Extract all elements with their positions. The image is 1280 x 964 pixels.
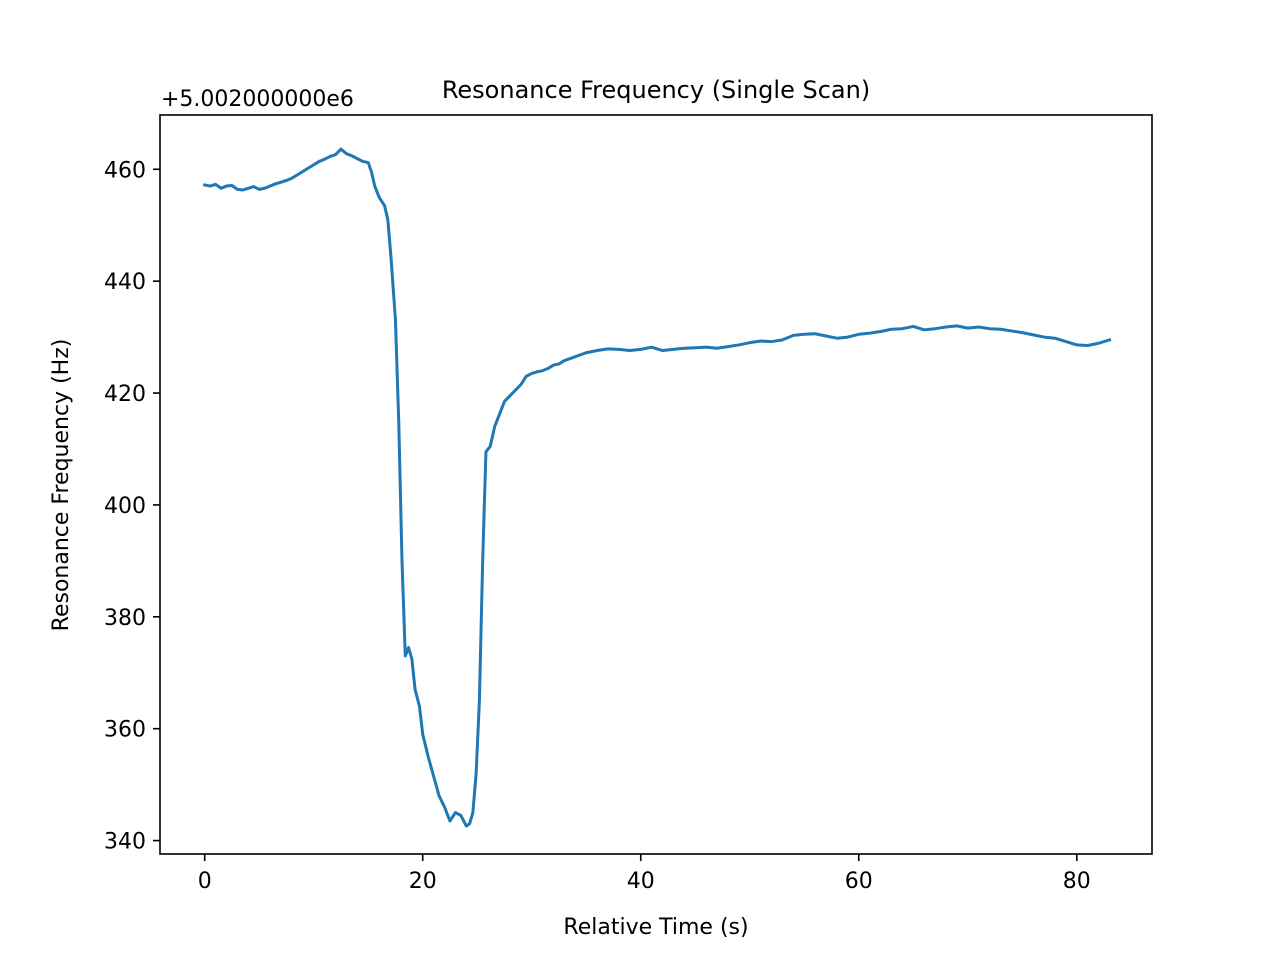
y-tick-label: 420 (104, 382, 146, 407)
y-tick-label: 360 (104, 718, 146, 743)
y-tick-label: 460 (104, 158, 146, 183)
x-tick-label: 20 (409, 869, 437, 894)
x-tick-label: 60 (845, 869, 873, 894)
x-axis-label: Relative Time (s) (563, 915, 748, 940)
x-tick-label: 0 (198, 869, 212, 894)
chart-title: Resonance Frequency (Single Scan) (442, 76, 870, 104)
y-tick-label: 340 (104, 830, 146, 855)
y-tick-label: 380 (104, 606, 146, 631)
y-tick-label: 440 (104, 270, 146, 295)
y-axis-label: Resonance Frequency (Hz) (49, 339, 74, 632)
axes-frame (159, 114, 1153, 855)
plot-area: 0 20 40 60 80 340 360 380 400 420 440 460 (104, 114, 1153, 894)
x-tick-label: 40 (627, 869, 655, 894)
y-offset-label: +5.002000000e6 (161, 87, 354, 112)
y-tick-label: 400 (104, 494, 146, 519)
series-line-0 (202, 147, 1112, 828)
x-tick-label: 80 (1063, 869, 1091, 894)
